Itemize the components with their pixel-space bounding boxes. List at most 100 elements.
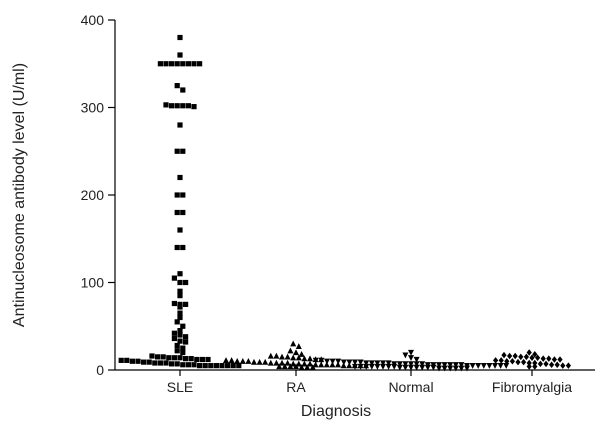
data-point (169, 361, 175, 367)
data-point (287, 347, 294, 354)
data-point (436, 365, 442, 372)
data-point (157, 360, 163, 366)
data-point (177, 328, 183, 334)
data-point (205, 356, 211, 363)
data-point (177, 34, 183, 41)
data-point (295, 354, 302, 361)
data-point (452, 362, 459, 368)
data-point (174, 192, 180, 198)
data-point (295, 360, 302, 367)
data-point (346, 362, 353, 369)
data-point (301, 355, 308, 362)
data-point (152, 360, 158, 366)
data-point (526, 359, 532, 367)
data-point (535, 354, 541, 361)
data-point (469, 363, 476, 369)
data-point (293, 349, 299, 356)
data-point (183, 339, 189, 345)
data-point (183, 301, 189, 307)
data-point (163, 102, 169, 108)
data-point (177, 304, 183, 310)
data-point (171, 335, 177, 342)
data-point (230, 363, 236, 369)
data-point (295, 343, 302, 349)
data-point (185, 103, 191, 109)
data-point (340, 362, 347, 369)
data-point (163, 61, 169, 67)
data-point (177, 122, 183, 128)
x-tick-label: SLE (167, 379, 193, 395)
data-point (546, 355, 552, 362)
data-point (408, 364, 414, 371)
data-point (335, 358, 342, 365)
data-point (512, 352, 518, 360)
data-point (441, 362, 448, 368)
data-point (262, 358, 269, 365)
data-point (273, 352, 280, 359)
data-points (118, 34, 571, 372)
data-point (197, 363, 203, 369)
data-point (177, 279, 183, 286)
data-point (374, 363, 381, 370)
data-point (501, 351, 507, 359)
data-point (239, 358, 246, 364)
data-point (408, 361, 414, 368)
data-point (213, 363, 219, 369)
data-point (177, 314, 183, 321)
data-point (163, 360, 169, 366)
data-point (180, 349, 186, 356)
data-point (318, 357, 325, 364)
data-point (174, 103, 180, 109)
data-point (118, 357, 124, 363)
data-point (169, 103, 175, 109)
data-point (276, 363, 283, 370)
data-point (180, 244, 186, 251)
data-point (256, 358, 263, 365)
data-point (171, 300, 177, 307)
data-point (380, 363, 386, 370)
data-point (529, 354, 535, 361)
data-point (174, 148, 180, 154)
data-point (507, 352, 513, 360)
data-point (287, 363, 294, 370)
data-point (293, 363, 299, 370)
data-point (518, 353, 524, 361)
data-point (183, 279, 189, 286)
data-point (174, 83, 180, 89)
data-point (146, 359, 152, 365)
data-point (135, 358, 141, 364)
data-point (458, 362, 465, 368)
data-point (199, 356, 205, 363)
data-point (174, 319, 180, 325)
data-point (174, 361, 180, 367)
data-point (309, 364, 316, 370)
data-point (183, 356, 189, 362)
data-point (532, 363, 538, 370)
data-point (493, 357, 499, 364)
data-point (419, 361, 426, 368)
data-point (357, 359, 364, 366)
x-tick-label: Fibromyalgia (492, 379, 572, 395)
data-point (234, 358, 241, 364)
data-point (267, 352, 274, 359)
data-point (464, 365, 470, 372)
data-point (554, 361, 560, 368)
data-point (267, 359, 274, 366)
data-point (188, 356, 194, 362)
data-point (169, 61, 175, 67)
data-point (352, 359, 358, 366)
data-point (180, 61, 186, 67)
y-axis: 0 100 200 300 400 (81, 12, 116, 378)
data-point (124, 357, 130, 363)
data-point (324, 358, 330, 365)
data-point (447, 362, 454, 368)
data-point (180, 192, 186, 198)
data-point (225, 363, 231, 369)
data-point (129, 358, 135, 364)
data-point (180, 209, 186, 216)
data-point (141, 359, 147, 365)
data-point (391, 363, 398, 370)
data-point (177, 332, 183, 338)
data-point (177, 301, 183, 307)
data-point (402, 352, 409, 359)
